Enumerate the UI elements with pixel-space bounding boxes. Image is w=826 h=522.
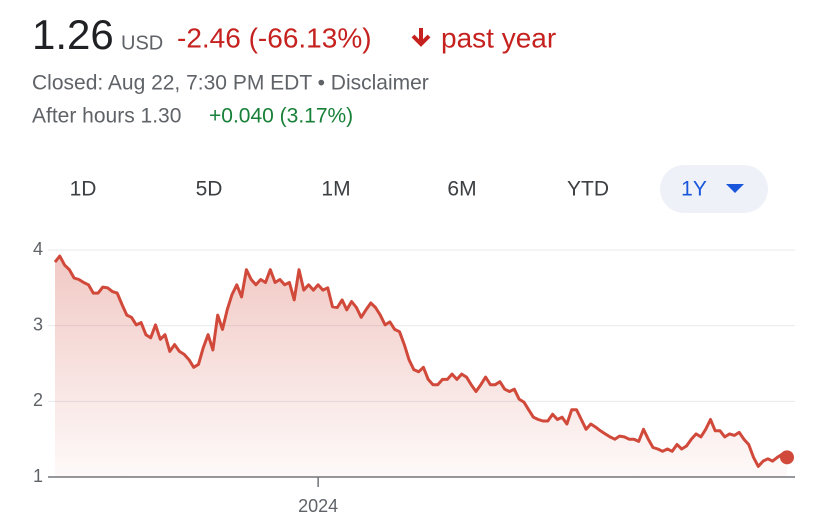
y-tick-label: 3 xyxy=(33,314,43,334)
price-line xyxy=(53,254,788,468)
down-arrow xyxy=(411,28,431,47)
dropdown-icon[interactable] xyxy=(726,184,744,193)
y-tick-label: 1 xyxy=(33,466,43,486)
price-area xyxy=(55,256,787,477)
after-hours-change: +0.040 (3.17%) xyxy=(209,105,353,128)
range-tab[interactable]: 1D xyxy=(70,178,97,201)
currency: USD xyxy=(121,32,163,54)
range-tab[interactable]: 1M xyxy=(321,178,350,201)
price: 1.26 xyxy=(32,11,114,58)
range-tab[interactable]: YTD xyxy=(567,178,609,201)
change: -2.46 (-66.13%) xyxy=(177,22,372,53)
after-hours: After hours 1.30 xyxy=(32,105,181,128)
range-tab[interactable]: 1Y xyxy=(681,178,707,201)
closed-info: Closed: Aug 22, 7:30 PM EDT • Disclaimer xyxy=(32,72,429,95)
y-tick-label: 2 xyxy=(33,390,43,410)
range-tab[interactable]: 6M xyxy=(447,178,476,201)
x-tick-label: 2024 xyxy=(298,496,338,516)
last-point xyxy=(780,450,794,465)
selected-tab-bg xyxy=(660,165,768,213)
period: past year xyxy=(441,22,556,53)
range-tab[interactable]: 5D xyxy=(196,178,223,201)
y-tick-label: 4 xyxy=(33,239,43,259)
